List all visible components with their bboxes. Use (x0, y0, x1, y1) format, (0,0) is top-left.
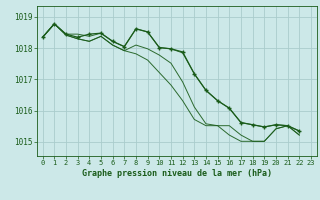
X-axis label: Graphe pression niveau de la mer (hPa): Graphe pression niveau de la mer (hPa) (82, 169, 272, 178)
